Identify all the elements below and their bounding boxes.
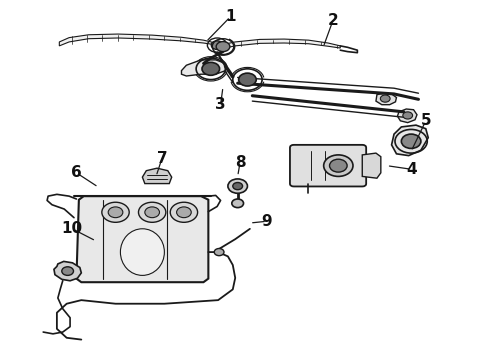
Polygon shape (392, 125, 428, 156)
Circle shape (145, 207, 159, 218)
Text: 3: 3 (215, 97, 226, 112)
Circle shape (108, 207, 123, 218)
Circle shape (403, 112, 413, 119)
Text: 1: 1 (225, 9, 236, 24)
Circle shape (228, 179, 247, 193)
Circle shape (216, 41, 230, 51)
Circle shape (401, 134, 421, 148)
Text: 7: 7 (157, 151, 167, 166)
Polygon shape (181, 60, 225, 76)
Circle shape (324, 155, 353, 176)
Circle shape (102, 202, 129, 222)
Polygon shape (54, 261, 81, 281)
Circle shape (330, 159, 347, 172)
Circle shape (239, 73, 256, 86)
Text: 4: 4 (406, 162, 416, 177)
Circle shape (176, 207, 191, 218)
Circle shape (232, 199, 244, 208)
Text: 9: 9 (262, 214, 272, 229)
Circle shape (62, 267, 74, 275)
FancyBboxPatch shape (290, 145, 366, 186)
Circle shape (214, 248, 224, 256)
Polygon shape (362, 153, 381, 178)
Polygon shape (376, 93, 396, 105)
Polygon shape (143, 168, 172, 184)
Polygon shape (76, 196, 208, 282)
Text: 5: 5 (420, 113, 431, 128)
Polygon shape (397, 109, 417, 123)
Polygon shape (59, 34, 216, 46)
Circle shape (211, 41, 223, 49)
Circle shape (380, 95, 390, 102)
Ellipse shape (121, 229, 164, 275)
Polygon shape (223, 39, 340, 48)
Circle shape (139, 202, 166, 222)
Circle shape (170, 202, 197, 222)
Text: 10: 10 (61, 221, 82, 236)
Circle shape (233, 183, 243, 190)
Text: 2: 2 (328, 13, 338, 28)
Text: 6: 6 (71, 165, 82, 180)
Circle shape (202, 62, 220, 75)
Text: 8: 8 (235, 154, 245, 170)
